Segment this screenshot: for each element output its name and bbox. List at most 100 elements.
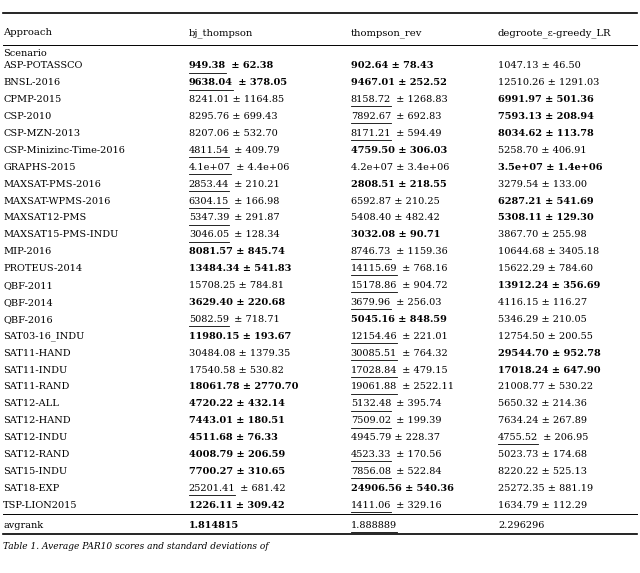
Text: 6287.21 ± 541.69: 6287.21 ± 541.69	[498, 197, 593, 206]
Text: SAT11-RAND: SAT11-RAND	[3, 382, 70, 391]
Text: CSP-Minizinc-Time-2016: CSP-Minizinc-Time-2016	[3, 146, 125, 155]
Text: ± 718.71: ± 718.71	[231, 315, 280, 324]
Text: 5347.39: 5347.39	[189, 213, 229, 222]
Text: SAT15-INDU: SAT15-INDU	[3, 467, 67, 476]
Text: 13484.34 ± 541.83: 13484.34 ± 541.83	[189, 264, 291, 273]
Text: 8295.76 ± 699.43: 8295.76 ± 699.43	[189, 112, 277, 121]
Text: 5408.40 ± 482.42: 5408.40 ± 482.42	[351, 213, 440, 222]
Text: CSP-MZN-2013: CSP-MZN-2013	[3, 129, 81, 138]
Text: 17018.24 ± 647.90: 17018.24 ± 647.90	[498, 366, 600, 375]
Text: 14115.69: 14115.69	[351, 264, 397, 273]
Text: 13912.24 ± 356.69: 13912.24 ± 356.69	[498, 281, 600, 290]
Text: MIP-2016: MIP-2016	[3, 247, 51, 256]
Text: 6991.97 ± 501.36: 6991.97 ± 501.36	[498, 95, 594, 104]
Text: ± 395.74: ± 395.74	[393, 399, 442, 409]
Text: ± 329.16: ± 329.16	[393, 501, 442, 510]
Text: ± 128.34: ± 128.34	[231, 230, 280, 240]
Text: ± 170.56: ± 170.56	[393, 450, 442, 459]
Text: MAXSAT15-PMS-INDU: MAXSAT15-PMS-INDU	[3, 230, 118, 240]
Text: 7509.02: 7509.02	[351, 416, 391, 425]
Text: 8207.06 ± 532.70: 8207.06 ± 532.70	[189, 129, 278, 138]
Text: 3867.70 ± 255.98: 3867.70 ± 255.98	[498, 230, 586, 240]
Text: SAT03-16_INDU: SAT03-16_INDU	[3, 332, 84, 342]
Text: 8158.72: 8158.72	[351, 95, 391, 104]
Text: 8034.62 ± 113.78: 8034.62 ± 113.78	[498, 129, 594, 138]
Text: 949.38: 949.38	[189, 61, 226, 70]
Text: ± 904.72: ± 904.72	[399, 281, 447, 290]
Text: 3046.05: 3046.05	[189, 230, 229, 240]
Text: 18061.78 ± 2770.70: 18061.78 ± 2770.70	[189, 382, 298, 391]
Text: 3679.96: 3679.96	[351, 298, 391, 307]
Text: 4523.33: 4523.33	[351, 450, 391, 459]
Text: CSP-2010: CSP-2010	[3, 112, 51, 121]
Text: 4116.15 ± 116.27: 4116.15 ± 116.27	[498, 298, 587, 307]
Text: degroote_ε-greedy_LR: degroote_ε-greedy_LR	[498, 28, 611, 38]
Text: ± 256.03: ± 256.03	[393, 298, 441, 307]
Text: 8081.57 ± 845.74: 8081.57 ± 845.74	[189, 247, 285, 256]
Text: ± 768.16: ± 768.16	[399, 264, 447, 273]
Text: 9638.04: 9638.04	[189, 79, 233, 87]
Text: ± 2522.11: ± 2522.11	[399, 382, 454, 391]
Text: 5023.73 ± 174.68: 5023.73 ± 174.68	[498, 450, 587, 459]
Text: 8171.21: 8171.21	[351, 129, 391, 138]
Text: 4759.50 ± 306.03: 4759.50 ± 306.03	[351, 146, 447, 155]
Text: MAXSAT-WPMS-2016: MAXSAT-WPMS-2016	[3, 197, 111, 206]
Text: 4755.52: 4755.52	[498, 433, 538, 442]
Text: ± 62.38: ± 62.38	[228, 61, 273, 70]
Text: 19061.88: 19061.88	[351, 382, 397, 391]
Text: 4.1e+07: 4.1e+07	[189, 163, 231, 172]
Text: 1634.79 ± 112.29: 1634.79 ± 112.29	[498, 501, 587, 510]
Text: ± 522.84: ± 522.84	[393, 467, 441, 476]
Text: 1.888889: 1.888889	[351, 520, 397, 529]
Text: 15178.86: 15178.86	[351, 281, 397, 290]
Text: 2853.44: 2853.44	[189, 179, 229, 189]
Text: 30484.08 ± 1379.35: 30484.08 ± 1379.35	[189, 348, 290, 358]
Text: ± 4.4e+06: ± 4.4e+06	[233, 163, 289, 172]
Text: SAT12-RAND: SAT12-RAND	[3, 450, 70, 459]
Text: MAXSAT12-PMS: MAXSAT12-PMS	[3, 213, 86, 222]
Text: 2.296296: 2.296296	[498, 520, 544, 529]
Text: SAT12-HAND: SAT12-HAND	[3, 416, 71, 425]
Text: 902.64 ± 78.43: 902.64 ± 78.43	[351, 61, 433, 70]
Text: 3032.08 ± 90.71: 3032.08 ± 90.71	[351, 230, 440, 240]
Text: ± 221.01: ± 221.01	[399, 332, 448, 341]
Text: 8746.73: 8746.73	[351, 247, 391, 256]
Text: 8241.01 ± 1164.85: 8241.01 ± 1164.85	[189, 95, 284, 104]
Text: SAT11-HAND: SAT11-HAND	[3, 348, 71, 358]
Text: MAXSAT-PMS-2016: MAXSAT-PMS-2016	[3, 179, 101, 189]
Text: 3629.40 ± 220.68: 3629.40 ± 220.68	[189, 298, 285, 307]
Text: ± 764.32: ± 764.32	[399, 348, 447, 358]
Text: 9467.01 ± 252.52: 9467.01 ± 252.52	[351, 79, 447, 87]
Text: 30085.51: 30085.51	[351, 348, 397, 358]
Text: ± 594.49: ± 594.49	[393, 129, 442, 138]
Text: 4811.54: 4811.54	[189, 146, 229, 155]
Text: 3.5e+07 ± 1.4e+06: 3.5e+07 ± 1.4e+06	[498, 163, 602, 172]
Text: 4511.68 ± 76.33: 4511.68 ± 76.33	[189, 433, 278, 442]
Text: bj_thompson: bj_thompson	[189, 28, 253, 38]
Text: 7892.67: 7892.67	[351, 112, 391, 121]
Text: avgrank: avgrank	[3, 520, 44, 529]
Text: BNSL-2016: BNSL-2016	[3, 79, 60, 87]
Text: 7700.27 ± 310.65: 7700.27 ± 310.65	[189, 467, 285, 476]
Text: 17028.84: 17028.84	[351, 366, 397, 375]
Text: 15622.29 ± 784.60: 15622.29 ± 784.60	[498, 264, 593, 273]
Text: SAT11-INDU: SAT11-INDU	[3, 366, 67, 375]
Text: 17540.58 ± 530.82: 17540.58 ± 530.82	[189, 366, 284, 375]
Text: 1226.11 ± 309.42: 1226.11 ± 309.42	[189, 501, 284, 510]
Text: Scenario: Scenario	[3, 49, 47, 58]
Text: Table 1. Average PAR10 scores and standard deviations of: Table 1. Average PAR10 scores and standa…	[3, 542, 269, 551]
Text: Approach: Approach	[3, 28, 52, 37]
Text: SAT12-ALL: SAT12-ALL	[3, 399, 59, 409]
Text: 7634.24 ± 267.89: 7634.24 ± 267.89	[498, 416, 587, 425]
Text: ± 206.95: ± 206.95	[540, 433, 588, 442]
Text: ± 378.05: ± 378.05	[235, 79, 287, 87]
Text: ± 479.15: ± 479.15	[399, 366, 448, 375]
Text: 7443.01 ± 180.51: 7443.01 ± 180.51	[189, 416, 285, 425]
Text: 5650.32 ± 214.36: 5650.32 ± 214.36	[498, 399, 587, 409]
Text: PROTEUS-2014: PROTEUS-2014	[3, 264, 83, 273]
Text: ± 681.42: ± 681.42	[237, 484, 286, 493]
Text: 24906.56 ± 540.36: 24906.56 ± 540.36	[351, 484, 454, 493]
Text: ± 291.87: ± 291.87	[231, 213, 280, 222]
Text: QBF-2014: QBF-2014	[3, 298, 53, 307]
Text: ± 166.98: ± 166.98	[231, 197, 279, 206]
